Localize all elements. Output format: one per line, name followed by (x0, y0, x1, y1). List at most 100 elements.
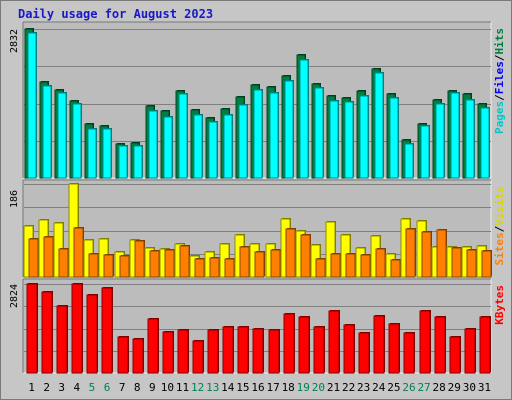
bar-pages-day-10 (163, 116, 173, 179)
bar-pages-day-5 (87, 128, 97, 179)
bar-kbytes-day-19 (298, 316, 310, 374)
x-tick-label-day-4: 4 (74, 381, 81, 394)
x-tick-label-day-3: 3 (58, 381, 65, 394)
x-tick-label-day-11: 11 (176, 381, 189, 394)
x-tick-label-day-26: 26 (402, 381, 415, 394)
bar-kbytes-day-26 (403, 332, 415, 374)
bar-pages-day-25 (389, 97, 399, 179)
bar-sites-day-5 (88, 253, 99, 278)
x-tick-label-day-7: 7 (119, 381, 126, 394)
x-tick-label-day-13: 13 (206, 381, 219, 394)
bar-kbytes-day-29 (449, 336, 461, 374)
bar-sites-day-28 (436, 229, 447, 278)
bar-sites-day-18 (285, 228, 296, 278)
bar-sites-day-24 (375, 248, 386, 278)
bar-pages-day-12 (193, 114, 203, 179)
bar-sites-day-3 (58, 248, 69, 278)
bar-kbytes-day-25 (388, 323, 400, 374)
chart-title: Daily usage for August 2023 (18, 7, 214, 21)
x-tick-label-day-29: 29 (448, 381, 461, 394)
legend-kbytes: KBytes (493, 285, 506, 325)
bar-pages-day-2 (42, 85, 52, 179)
legend-item-pages: Pages (493, 101, 506, 134)
bar-kbytes-day-16 (252, 328, 264, 374)
bar-pages-day-13 (208, 121, 218, 179)
x-tick-label-day-20: 20 (312, 381, 325, 394)
bar-kbytes-day-27 (419, 310, 431, 374)
x-tick-label-day-10: 10 (161, 381, 174, 394)
bar-kbytes-day-28 (434, 316, 446, 374)
x-tick-label-day-23: 23 (357, 381, 370, 394)
bar-kbytes-day-5 (86, 294, 98, 374)
bar-kbytes-day-6 (101, 287, 113, 374)
x-tick-label-day-12: 12 (191, 381, 204, 394)
bar-pages-day-22 (344, 101, 354, 179)
bar-kbytes-day-20 (313, 326, 325, 374)
legend-separator: / (493, 54, 506, 61)
bar-sites-day-2 (43, 236, 54, 278)
bar-kbytes-day-18 (283, 313, 295, 374)
bar-sites-day-17 (270, 249, 281, 278)
bar-pages-day-16 (253, 89, 263, 179)
bar-pages-day-18 (284, 80, 294, 179)
bar-pages-day-7 (118, 145, 128, 179)
bar-sites-day-25 (390, 259, 401, 278)
bar-pages-day-17 (269, 92, 279, 179)
legend-hits-files-pages: Pages/Files/Hits (493, 28, 506, 134)
bar-pages-day-14 (223, 114, 233, 179)
x-tick-label-day-21: 21 (327, 381, 340, 394)
x-tick-label-day-6: 6 (104, 381, 111, 394)
bar-kbytes-day-15 (237, 326, 249, 374)
bar-pages-day-1 (27, 32, 37, 179)
bar-kbytes-day-31 (479, 316, 491, 374)
bar-sites-day-10 (164, 249, 175, 278)
legend-item-sites: Sites (493, 232, 506, 265)
bar-kbytes-day-17 (268, 329, 280, 374)
bar-sites-day-12 (194, 258, 205, 278)
bar-kbytes-day-9 (147, 318, 159, 374)
legend-item-files: Files (493, 61, 506, 94)
bar-kbytes-day-30 (464, 328, 476, 374)
x-tick-label-day-2: 2 (43, 381, 50, 394)
bar-sites-day-9 (149, 250, 160, 278)
bar-sites-day-26 (405, 228, 416, 278)
bar-pages-day-11 (178, 93, 188, 179)
legend-item-kbytes: KBytes (493, 285, 506, 325)
x-tick-label-day-22: 22 (342, 381, 355, 394)
bar-pages-day-30 (465, 99, 475, 179)
bar-sites-day-11 (179, 245, 190, 278)
bar-sites-day-7 (119, 255, 130, 278)
x-tick-label-day-18: 18 (282, 381, 295, 394)
bar-kbytes-day-12 (192, 340, 204, 374)
bar-pages-day-19 (299, 59, 309, 179)
bar-kbytes-day-14 (222, 326, 234, 374)
bar-sites-day-6 (103, 254, 114, 278)
y-max-label: 186 (9, 190, 20, 208)
bar-sites-day-16 (254, 251, 265, 278)
bar-kbytes-day-24 (373, 315, 385, 374)
y-max-label: 2832 (9, 29, 20, 53)
bar-kbytes-day-1 (26, 283, 38, 374)
bar-pages-day-3 (57, 92, 67, 179)
x-tick-label-day-19: 19 (297, 381, 310, 394)
x-tick-label-day-27: 27 (417, 381, 430, 394)
x-tick-label-day-15: 15 (236, 381, 249, 394)
bar-pages-day-8 (133, 145, 143, 179)
x-tick-label-day-17: 17 (266, 381, 279, 394)
x-tick-label-day-25: 25 (387, 381, 400, 394)
bar-kbytes-day-22 (343, 324, 355, 374)
bar-sites-day-19 (300, 234, 311, 278)
bar-pages-day-4 (72, 103, 82, 179)
bar-pages-day-21 (329, 100, 339, 179)
bar-kbytes-day-8 (132, 338, 144, 374)
bar-sites-day-15 (239, 246, 250, 278)
bar-sites-day-29 (451, 247, 462, 278)
bar-kbytes-day-7 (117, 336, 129, 374)
bar-pages-day-23 (359, 95, 369, 179)
bar-sites-day-14 (224, 258, 235, 278)
bar-kbytes-day-3 (56, 305, 68, 374)
x-tick-label-day-30: 30 (463, 381, 476, 394)
bar-sites-day-22 (345, 253, 356, 278)
legend-separator: / (493, 94, 506, 101)
